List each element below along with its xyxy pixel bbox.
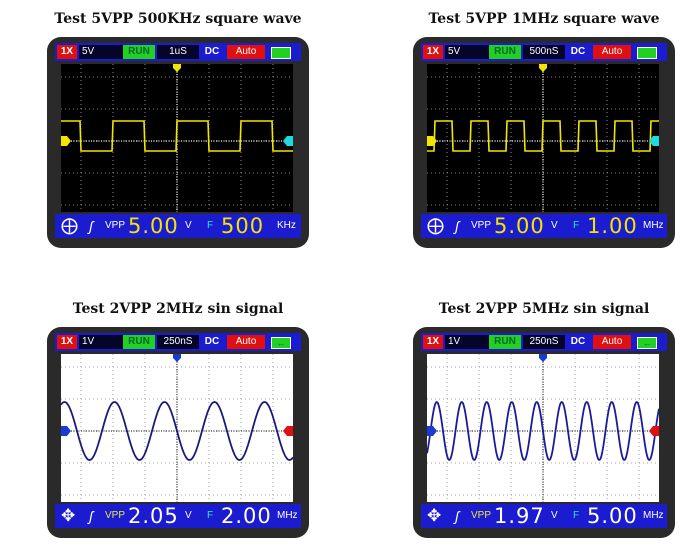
freq-unit: KHz — [277, 220, 296, 231]
rising-edge-icon[interactable]: ʃ — [89, 508, 94, 524]
vpp-label: VPP — [105, 510, 126, 521]
channel-level-marker — [61, 426, 71, 436]
freq-unit: MHz — [643, 510, 664, 521]
freq-label: F — [207, 510, 214, 521]
trigger-level-marker — [283, 426, 293, 436]
freq-unit: MHz — [643, 220, 664, 231]
vpp-unit: V — [185, 510, 192, 521]
crosshair-circle-icon[interactable]: ⨁ — [61, 216, 78, 235]
vpp-value: 5.00 — [494, 214, 545, 238]
vpp-value: 5.00 — [128, 214, 179, 238]
waveform-trace — [427, 401, 659, 461]
freq-unit: MHz — [277, 510, 298, 521]
waveform-trace — [61, 120, 293, 152]
probe-badge[interactable]: 1X — [57, 335, 77, 349]
waveform-display — [61, 354, 293, 502]
vpp-label: VPP — [471, 510, 492, 521]
trigger-position-marker — [173, 64, 181, 72]
volts-per-div[interactable]: 1V — [445, 335, 500, 349]
status-bar: 1X 5V RUN 500nS DC Auto — [421, 43, 667, 61]
vpp-unit: V — [551, 220, 558, 231]
coupling-label[interactable]: DC — [204, 46, 220, 57]
measurement-bar: ✥ ʃ VPP 1.97 V F 5.00 MHz — [421, 504, 667, 528]
probe-badge[interactable]: 1X — [423, 45, 443, 59]
rising-edge-icon[interactable]: ʃ — [89, 218, 94, 234]
run-state-badge[interactable]: RUN — [123, 45, 155, 59]
rising-edge-icon[interactable]: ʃ — [455, 508, 460, 524]
panel-title: Test 5VPP 500KHz square wave — [54, 11, 302, 27]
coupling-label[interactable]: DC — [570, 336, 586, 347]
crosshair-circle-icon[interactable]: ⨁ — [427, 216, 444, 235]
waveform-trace — [61, 401, 293, 461]
vpp-value: 1.97 — [494, 504, 545, 528]
move-arrows-icon[interactable]: ✥ — [427, 506, 442, 525]
freq-label: F — [573, 220, 580, 231]
oscilloscope-screen-1: 1X 5V RUN 1uS DC Auto ⨁ ʃ VPP 5.00 V F 5… — [47, 37, 309, 248]
status-bar: 1X 5V RUN 1uS DC Auto — [55, 43, 301, 61]
volts-per-div[interactable]: 1V — [79, 335, 134, 349]
coupling-label[interactable]: DC — [204, 336, 220, 347]
panel-title: Test 2VPP 2MHz sin signal — [72, 301, 284, 317]
battery-charging-icon: ← — [637, 337, 657, 349]
freq-value: 500 — [221, 214, 265, 238]
volts-per-div[interactable]: 5V — [79, 45, 134, 59]
oscilloscope-screen-2: 1X 5V RUN 500nS DC Auto ⨁ ʃ VPP 5.00 V F… — [413, 37, 675, 248]
measurement-bar: ✥ ʃ VPP 2.05 V F 2.00 MHz — [55, 504, 301, 528]
run-state-badge[interactable]: RUN — [489, 335, 521, 349]
time-per-div[interactable]: 500nS — [523, 45, 565, 59]
time-per-div[interactable]: 250nS — [523, 335, 565, 349]
vpp-label: VPP — [471, 220, 492, 231]
trigger-mode-badge[interactable]: Auto — [593, 45, 631, 59]
status-bar: 1X 1V RUN 250nS DC Auto ← — [55, 333, 301, 351]
waveform-trace — [427, 120, 659, 152]
run-state-badge[interactable]: RUN — [489, 45, 521, 59]
trigger-position-marker — [539, 64, 547, 72]
trigger-mode-badge[interactable]: Auto — [227, 45, 265, 59]
panel-title: Test 5VPP 1MHz square wave — [428, 11, 660, 27]
vpp-value: 2.05 — [128, 504, 179, 528]
panel-title: Test 2VPP 5MHz sin signal — [438, 301, 650, 317]
trigger-level-marker — [283, 136, 293, 146]
oscilloscope-screen-4: 1X 1V RUN 250nS DC Auto ← ✥ ʃ VPP 1.97 V… — [413, 327, 675, 538]
measurement-bar: ⨁ ʃ VPP 5.00 V F 500 KHz — [55, 214, 301, 238]
waveform-display — [427, 354, 659, 502]
status-bar: 1X 1V RUN 250nS DC Auto ← — [421, 333, 667, 351]
channel-level-marker — [427, 426, 437, 436]
trigger-position-marker — [539, 354, 547, 362]
channel-level-marker — [427, 136, 437, 146]
freq-label: F — [207, 220, 214, 231]
measurement-bar: ⨁ ʃ VPP 5.00 V F 1.00 MHz — [421, 214, 667, 238]
trigger-mode-badge[interactable]: Auto — [593, 335, 631, 349]
coupling-label[interactable]: DC — [570, 46, 586, 57]
run-state-badge[interactable]: RUN — [123, 335, 155, 349]
move-arrows-icon[interactable]: ✥ — [61, 506, 76, 525]
freq-value: 1.00 — [587, 214, 638, 238]
freq-value: 2.00 — [221, 504, 272, 528]
trigger-position-marker — [173, 354, 181, 362]
vpp-unit: V — [551, 510, 558, 521]
freq-value: 5.00 — [587, 504, 638, 528]
trigger-mode-badge[interactable]: Auto — [227, 335, 265, 349]
waveform-display — [61, 64, 293, 212]
trigger-level-marker — [649, 426, 659, 436]
vpp-label: VPP — [105, 220, 126, 231]
probe-badge[interactable]: 1X — [57, 45, 77, 59]
trigger-level-marker — [649, 136, 659, 146]
time-per-div[interactable]: 1uS — [157, 45, 199, 59]
waveform-display — [427, 64, 659, 212]
volts-per-div[interactable]: 5V — [445, 45, 500, 59]
channel-level-marker — [61, 136, 71, 146]
oscilloscope-screen-3: 1X 1V RUN 250nS DC Auto ← ✥ ʃ VPP 2.05 V… — [47, 327, 309, 538]
time-per-div[interactable]: 250nS — [157, 335, 199, 349]
battery-full-icon — [637, 47, 657, 59]
vpp-unit: V — [185, 220, 192, 231]
freq-label: F — [573, 510, 580, 521]
rising-edge-icon[interactable]: ʃ — [455, 218, 460, 234]
battery-charging-icon: ← — [271, 337, 291, 349]
probe-badge[interactable]: 1X — [423, 335, 443, 349]
battery-full-icon — [271, 47, 291, 59]
